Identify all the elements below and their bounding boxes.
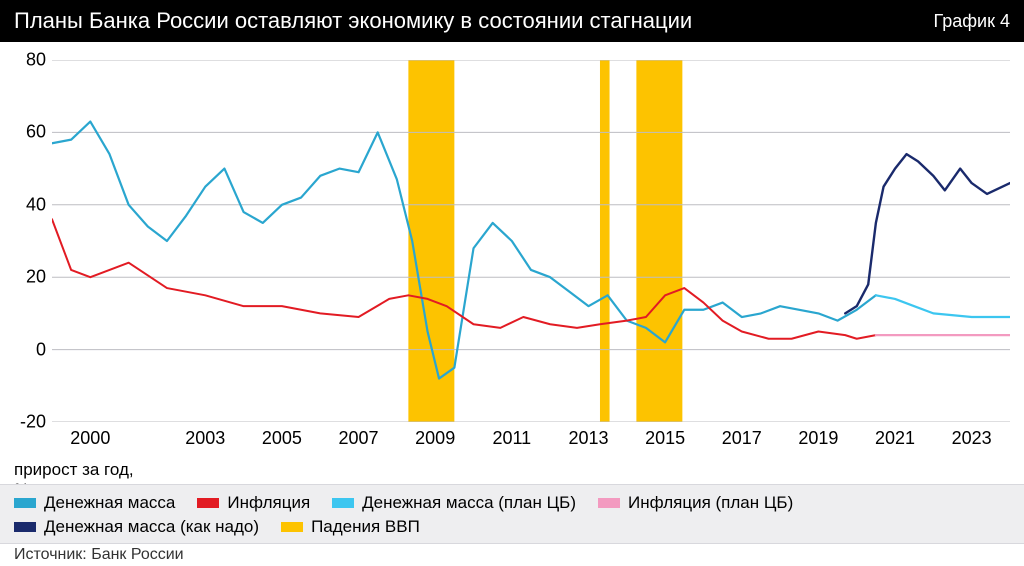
- legend-item: Денежная масса (план ЦБ): [332, 493, 576, 513]
- legend-swatch: [14, 522, 36, 532]
- y-tick-label: 60: [26, 122, 46, 143]
- legend-swatch: [598, 498, 620, 508]
- x-tick-label: 2007: [339, 428, 379, 449]
- legend-swatch: [281, 522, 303, 532]
- x-tick-label: 2019: [798, 428, 838, 449]
- legend-swatch: [14, 498, 36, 508]
- legend-label: Падения ВВП: [311, 517, 420, 537]
- y-tick-label: 40: [26, 194, 46, 215]
- x-tick-label: 2021: [875, 428, 915, 449]
- x-tick-label: 2005: [262, 428, 302, 449]
- x-tick-label: 2011: [492, 428, 531, 449]
- x-tick-label: 2023: [952, 428, 992, 449]
- legend: Денежная масса Инфляция Денежная масса (пл…: [0, 484, 1024, 544]
- legend-item: Денежная масса (как надо): [14, 517, 259, 537]
- y-tick-label: 0: [36, 339, 46, 360]
- x-tick-label: 2009: [415, 428, 455, 449]
- x-tick-label: 2003: [185, 428, 225, 449]
- legend-item: Инфляция: [197, 493, 310, 513]
- x-tick-label: 2000: [70, 428, 110, 449]
- y-tick-label: 80: [26, 50, 46, 71]
- y-tick-label: -20: [20, 412, 46, 433]
- legend-item: Инфляция (план ЦБ): [598, 493, 793, 513]
- legend-label: Денежная масса (как надо): [44, 517, 259, 537]
- title-bar: Планы Банка России оставляют экономику в…: [0, 0, 1024, 42]
- legend-swatch: [197, 498, 219, 508]
- legend-label: Денежная масса (план ЦБ): [362, 493, 576, 513]
- source-note: Источник: Банк России: [14, 546, 184, 564]
- x-tick-label: 2017: [722, 428, 762, 449]
- legend-label: Инфляция: [227, 493, 310, 513]
- legend-item: Падения ВВП: [281, 517, 420, 537]
- legend-label: Денежная масса: [44, 493, 175, 513]
- legend-swatch: [332, 498, 354, 508]
- x-tick-label: 2013: [568, 428, 608, 449]
- legend-label: Инфляция (план ЦБ): [628, 493, 793, 513]
- x-tick-label: 2015: [645, 428, 685, 449]
- legend-item: Денежная масса: [14, 493, 175, 513]
- chart-title: Планы Банка России оставляют экономику в…: [14, 8, 692, 34]
- chart-number: График 4: [933, 11, 1010, 32]
- y-tick-label: 20: [26, 267, 46, 288]
- plot-area: -200204060802000200320052007200920112013…: [0, 42, 1024, 422]
